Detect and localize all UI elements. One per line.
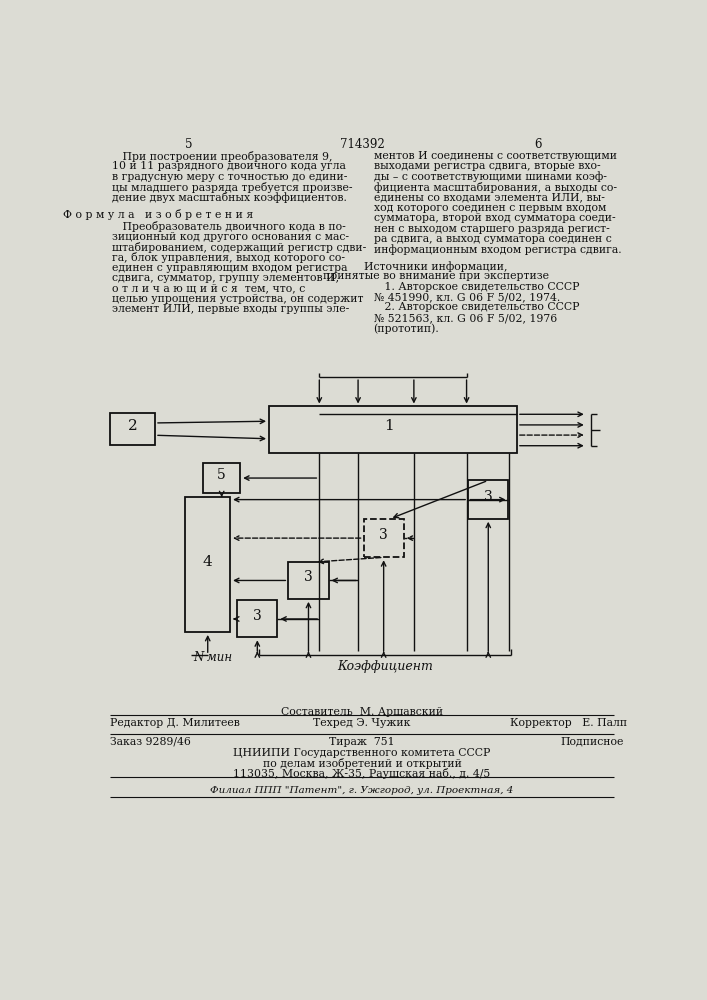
Text: зиционный код другого основания с мас-: зиционный код другого основания с мас- [112,232,349,242]
Text: штабированием, содержащий регистр сдви-: штабированием, содержащий регистр сдви- [112,242,366,253]
Text: дение двух масштабных коэффициентов.: дение двух масштабных коэффициентов. [112,192,346,203]
Text: цы младшего разряда требуется произве-: цы младшего разряда требуется произве- [112,182,352,193]
Text: 3: 3 [379,528,388,542]
Bar [237,600,277,637]
Text: о т л и ч а ю щ и й с я  тем, что, с: о т л и ч а ю щ и й с я тем, что, с [112,284,305,294]
Bar [269,406,517,453]
Text: Ф о р м у л а   и з о б р е т е н и я: Ф о р м у л а и з о б р е т е н и я [63,209,253,220]
Bar [363,519,404,557]
Text: Филиал ППП "Патент", г. Ужгород, ул. Проектная, 4: Филиал ППП "Патент", г. Ужгород, ул. Про… [210,786,514,795]
Bar [185,497,230,632]
Text: (прототип).: (прототип). [373,323,439,334]
Text: 714392: 714392 [339,138,385,151]
Text: Техред Э. Чужик: Техред Э. Чужик [313,718,411,728]
Text: единены со входами элемента ИЛИ, вы-: единены со входами элемента ИЛИ, вы- [373,192,604,202]
Text: N мин: N мин [193,651,232,664]
Text: 3: 3 [304,570,313,584]
Text: 3: 3 [253,609,262,623]
Text: единен с управляющим входом регистра: единен с управляющим входом регистра [112,263,347,273]
Bar [288,562,329,599]
Text: 6: 6 [534,138,542,151]
Text: фициента масштабирования, а выходы со-: фициента масштабирования, а выходы со- [373,182,617,193]
Text: Подписное: Подписное [561,737,624,747]
Text: нен с выходом старшего разряда регист-: нен с выходом старшего разряда регист- [373,224,609,234]
Bar [468,480,508,519]
Text: Коэффициент: Коэффициент [337,660,433,673]
Text: Заказ 9289/46: Заказ 9289/46 [110,737,191,747]
Text: выходами регистра сдвига, вторые вхо-: выходами регистра сдвига, вторые вхо- [373,161,600,171]
Text: Корректор   Е. Палп: Корректор Е. Палп [510,718,627,728]
Text: 5: 5 [185,138,193,151]
Text: 1. Авторское свидетельство СССР: 1. Авторское свидетельство СССР [373,282,579,292]
Text: № 521563, кл. G 06 F 5/02, 1976: № 521563, кл. G 06 F 5/02, 1976 [373,313,557,323]
Text: ход которого соединен с первым входом: ход которого соединен с первым входом [373,203,606,213]
Text: 1: 1 [384,419,394,433]
Text: 113035, Москва, Ж-35, Раушская наб., д. 4/5: 113035, Москва, Ж-35, Раушская наб., д. … [233,768,491,779]
Text: 2. Авторское свидетельство СССР: 2. Авторское свидетельство СССР [373,302,579,312]
Text: Редактор Д. Милитеев: Редактор Д. Милитеев [110,718,240,728]
Text: Составитель  М. Аршавский: Составитель М. Аршавский [281,707,443,717]
Text: целью упрощения устройства, он содержит: целью упрощения устройства, он содержит [112,294,363,304]
Bar [203,463,240,493]
Text: ЦНИИПИ Государственного комитета СССР: ЦНИИПИ Государственного комитета СССР [233,748,491,758]
Text: ра сдвига, а выход сумматора соединен с: ра сдвига, а выход сумматора соединен с [373,234,612,244]
Text: 2: 2 [128,419,137,433]
Text: ды – с соответствующими шинами коэф-: ды – с соответствующими шинами коэф- [373,172,607,182]
Text: сумматора, второй вход сумматора соеди-: сумматора, второй вход сумматора соеди- [373,213,615,223]
Text: элемент ИЛИ, первые входы группы эле-: элемент ИЛИ, первые входы группы эле- [112,304,349,314]
Text: информационным входом регистра сдвига.: информационным входом регистра сдвига. [373,244,621,255]
Text: сдвига, сумматор, группу элементов И,: сдвига, сумматор, группу элементов И, [112,273,339,283]
Text: принятые во внимание при экспертизе: принятые во внимание при экспертизе [322,271,549,281]
Text: Источники информации,: Источники информации, [364,261,508,272]
Bar [110,413,155,445]
Text: по делам изобретений и открытий: по делам изобретений и открытий [262,758,462,769]
Text: № 451990, кл. G 06 F 5/02, 1974.: № 451990, кл. G 06 F 5/02, 1974. [373,292,560,302]
Text: 4: 4 [203,555,213,569]
Text: га, блок управления, выход которого со-: га, блок управления, выход которого со- [112,252,344,263]
Text: Тираж  751: Тираж 751 [329,737,395,747]
Text: 5: 5 [217,468,226,482]
Text: Преобразователь двоичного кода в по-: Преобразователь двоичного кода в по- [112,221,346,232]
Text: в градусную меру с точностью до едини-: в градусную меру с точностью до едини- [112,172,347,182]
Text: 10 и 11 разрядного двоичного кода угла: 10 и 11 разрядного двоичного кода угла [112,161,346,171]
Text: ментов И соединены с соответствующими: ментов И соединены с соответствующими [373,151,617,161]
Text: При построении преобразователя 9,: При построении преобразователя 9, [112,151,332,162]
Text: 3: 3 [484,490,493,504]
